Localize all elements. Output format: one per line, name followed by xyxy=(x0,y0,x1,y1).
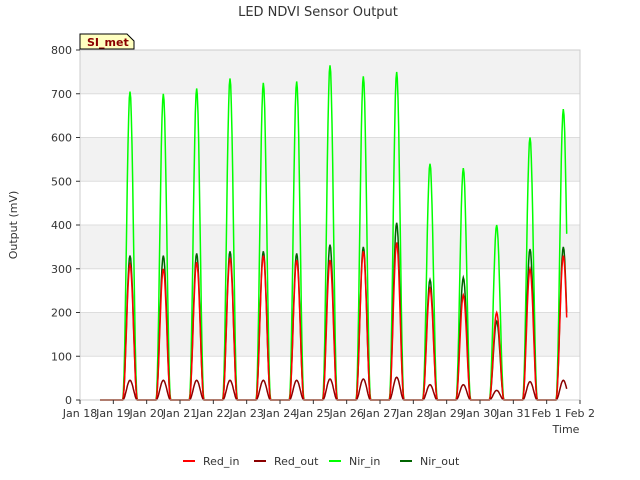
x-tick-label: Jan 19 xyxy=(95,407,130,420)
x-axis-label: Time xyxy=(552,423,580,436)
x-tick-label: Jan 22 xyxy=(195,407,230,420)
x-tick-label: Jan 31 xyxy=(495,407,530,420)
y-tick-label: 500 xyxy=(51,175,72,188)
y-tick-label: 300 xyxy=(51,263,72,276)
chart-title: LED NDVI Sensor Output xyxy=(238,5,398,20)
x-tick-label: Feb 1 xyxy=(532,407,562,420)
y-tick-label: 600 xyxy=(51,132,72,145)
x-tick-label: Jan 28 xyxy=(395,407,430,420)
y-tick-label: 200 xyxy=(51,307,72,320)
y-axis-label: Output (mV) xyxy=(7,191,20,260)
site-label-text: SI_met xyxy=(87,36,129,49)
x-tick-label: Jan 29 xyxy=(428,407,463,420)
legend-item-nir-out: Nir_out xyxy=(400,455,460,468)
x-tick-label: Jan 30 xyxy=(462,407,497,420)
legend-label: Nir_in xyxy=(349,455,380,468)
legend-item-nir-in: Nir_in xyxy=(329,455,380,468)
y-tick-label: 700 xyxy=(51,88,72,101)
grid-band xyxy=(80,312,580,357)
legend-label: Nir_out xyxy=(420,455,460,468)
x-tick-label: Jan 21 xyxy=(162,407,197,420)
legend-label: Red_in xyxy=(203,455,239,468)
y-tick-label: 800 xyxy=(51,44,72,57)
site-label-badge: SI_met xyxy=(79,33,135,50)
y-tick-label: 400 xyxy=(51,219,72,232)
y-tick-label: 0 xyxy=(65,394,72,407)
x-tick-label: Jan 20 xyxy=(128,407,163,420)
y-tick-label: 100 xyxy=(51,350,72,363)
x-tick-label: Jan 26 xyxy=(328,407,363,420)
x-tick-label: Jan 27 xyxy=(362,407,397,420)
legend-item-red-in: Red_in xyxy=(183,455,239,468)
x-tick-label: Jan 23 xyxy=(228,407,263,420)
legend-label: Red_out xyxy=(274,455,319,468)
grid-band xyxy=(80,137,580,182)
x-tick-label: Jan 24 xyxy=(262,407,297,420)
x-tick-label: Feb 2 xyxy=(565,407,595,420)
x-tick-label: Jan 25 xyxy=(295,407,330,420)
x-tick-label: Jan 18 xyxy=(62,407,97,420)
legend-item-red-out: Red_out xyxy=(254,455,319,468)
legend: Red_in Red_out Nir_in Nir_out xyxy=(183,455,460,468)
